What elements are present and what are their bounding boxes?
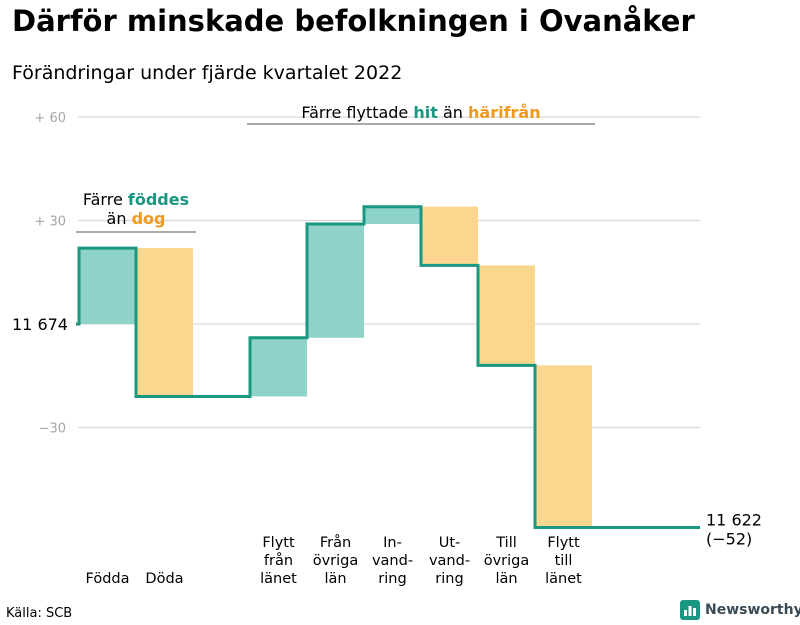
waterfall-bar [136,248,193,397]
waterfall-bar [307,223,364,338]
category-label: län [495,571,517,587]
chart-subtitle: Förändringar under fjärde kvartalet 2022 [12,62,403,84]
category-label: övriga [313,553,359,569]
category-label: Döda [145,571,183,587]
waterfall-bar [79,248,136,324]
end-value-label: 11 622 [706,511,762,530]
waterfall-bar [364,206,421,224]
category-label: Flytt [547,535,580,551]
chart-title: Därför minskade befolkningen i Ovanåker [12,4,695,38]
category-label: Ut- [439,535,461,551]
annotation-text-part: Färre [83,190,128,209]
waterfall-bar [250,337,307,397]
category-label: vand- [372,553,413,569]
y-tick-label: + 60 [34,111,66,126]
annotation-text-part: hit [413,103,438,122]
annotation-births-deaths: Färre föddes [83,190,189,209]
category-label: från [264,552,293,569]
category-label: ring [378,571,406,587]
category-label: övriga [484,553,530,569]
annotation-text-part: härifrån [468,103,541,122]
category-label: länet [545,571,582,587]
category-label: Till [495,535,517,551]
waterfall-chart: + 60 + 30 −30 11 674 11 622(−52) Födda Döda Fly… [12,103,762,587]
y-tick-label: + 30 [34,215,66,230]
category-label: In- [383,535,402,551]
waterfall-bar [421,206,478,266]
annotation-text-part: dog [132,209,166,228]
end-change-label: (−52) [706,530,752,549]
brand-name: Newsworthy [705,602,800,618]
brand-logo: Newsworthy [680,600,800,620]
category-label: till [555,553,573,569]
start-value-label: 11 674 [12,315,68,334]
waterfall-bar [535,365,592,528]
category-label: Från [320,534,351,551]
newsworthy-logo-icon [680,600,700,620]
y-tick-label: −30 [39,422,66,437]
category-label: Flytt [262,535,295,551]
category-label: ring [435,571,463,587]
category-label: vand- [429,553,470,569]
category-label: län [324,571,346,587]
annotation-text-part: än [438,103,468,122]
annotation-migration: Färre flyttade hit än härifrån [301,103,540,122]
waterfall-bar [478,265,535,366]
category-label: Födda [86,571,130,587]
source-note: Källa: SCB [6,606,73,621]
annotation-births-deaths-line2: än dog [107,209,166,228]
annotation-text-part: Färre flyttade [301,103,413,122]
category-label: länet [260,571,297,587]
waterfall-step-line [76,205,700,530]
annotation-text-part: föddes [128,190,189,209]
annotation-text-part: än [107,209,132,228]
